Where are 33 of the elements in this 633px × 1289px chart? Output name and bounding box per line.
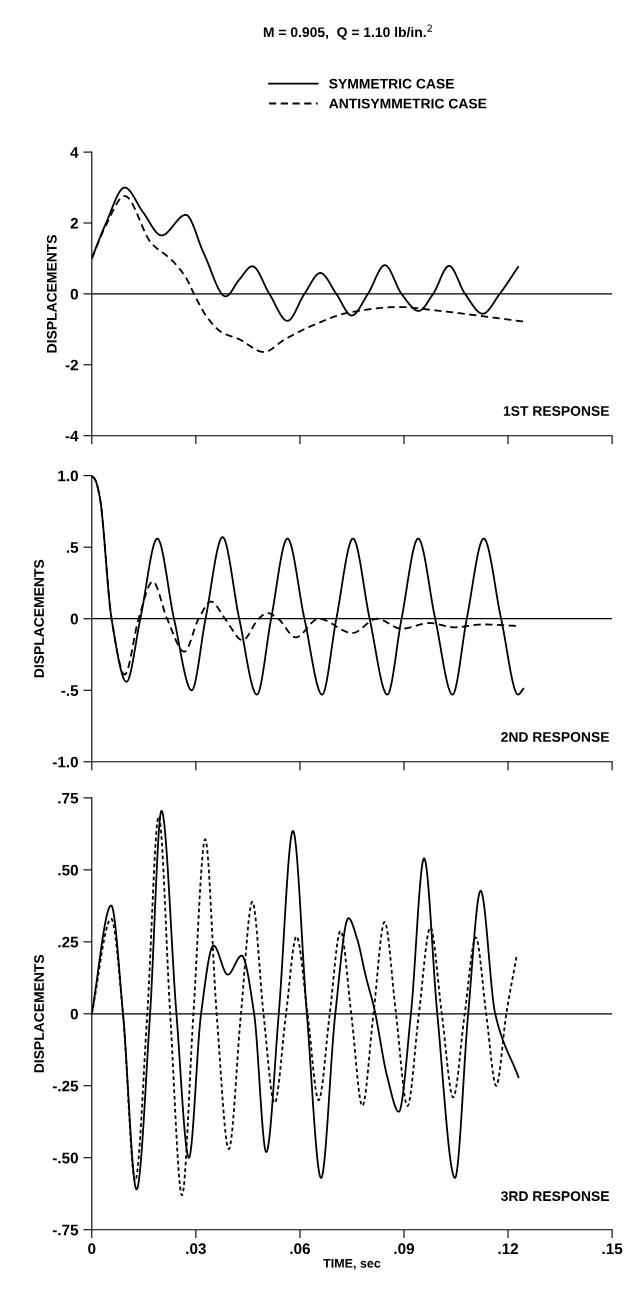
x-axis-title: TIME, sec bbox=[323, 1258, 381, 1270]
x-tick-label: .06 bbox=[290, 1243, 310, 1255]
y-tick-label: -4 bbox=[65, 430, 79, 442]
y-tick-label: 0 bbox=[70, 288, 78, 300]
y-tick-label: .75 bbox=[58, 792, 79, 804]
y-tick-label: -1.0 bbox=[52, 756, 78, 768]
annotation: 1ST RESPONSE bbox=[503, 406, 609, 416]
y-tick-label: 4 bbox=[70, 147, 79, 158]
y-tick-label: .25 bbox=[58, 936, 79, 948]
annotation: 2ND RESPONSE bbox=[501, 732, 609, 742]
x-tick-label: 0 bbox=[88, 1243, 96, 1255]
x-tick-label: .03 bbox=[186, 1243, 206, 1255]
y-axis-title: DISPLACEMENTS bbox=[34, 954, 44, 1073]
x-tick-label: .09 bbox=[394, 1243, 415, 1255]
y-tick-label: -.75 bbox=[52, 1224, 79, 1236]
y-tick-label: -.5 bbox=[61, 685, 79, 696]
legend-label: ANTISYMMETRIC CASE bbox=[329, 98, 487, 109]
y-tick-label: 1.0 bbox=[58, 470, 78, 482]
chart-title: M = 0.905, Q = 1.10 lb/in.$^{2}$ bbox=[263, 24, 432, 40]
y-tick-label: -2 bbox=[65, 359, 78, 371]
x-tick-label: .12 bbox=[498, 1243, 519, 1254]
y-axis-title: DISPLACEMENTS bbox=[46, 235, 57, 353]
y-tick-label: 2 bbox=[70, 217, 78, 229]
y-axis-title: DISPLACEMENTS bbox=[34, 559, 44, 678]
y-tick-label: 0 bbox=[70, 1008, 78, 1020]
y-tick-label: 0 bbox=[70, 613, 78, 625]
y-tick-label: -.25 bbox=[52, 1080, 79, 1092]
annotation: 3RD RESPONSE bbox=[501, 1191, 609, 1202]
y-tick-label: -.50 bbox=[52, 1152, 78, 1164]
y-tick-label: .5 bbox=[66, 542, 79, 553]
legend-label: SYMMETRIC CASE bbox=[329, 78, 454, 89]
x-tick-label: .15 bbox=[602, 1243, 623, 1255]
y-tick-label: .50 bbox=[58, 864, 78, 876]
